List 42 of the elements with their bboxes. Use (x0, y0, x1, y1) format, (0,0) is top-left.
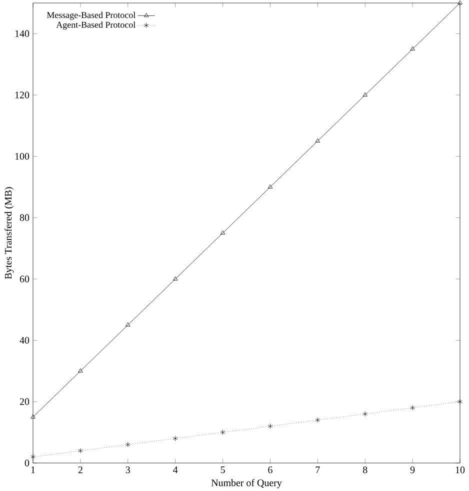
point (78, 448, 83, 454)
y-tick-label: 140 (15, 30, 30, 38)
x-tick-label: 3 (126, 466, 130, 474)
point (410, 46, 415, 50)
point (220, 430, 226, 436)
point (362, 411, 368, 417)
y-axis-title: Bytes Transfered (MB) (4, 187, 14, 280)
point (362, 92, 368, 96)
x-tick-label: 4 (173, 466, 178, 474)
y-tick-label: 120 (15, 92, 30, 98)
y-tick-label: 40 (20, 336, 30, 344)
y-tick-label: 0 (24, 460, 30, 466)
point (30, 454, 36, 460)
point (458, 0, 462, 4)
x-tick-label: 5 (220, 466, 225, 474)
x-axis-title: Number of Query (211, 479, 282, 488)
y-tick-label: 100 (15, 152, 30, 160)
legend-label: Message-Based Protocol (46, 12, 136, 20)
x-tick-label: 8 (362, 466, 368, 474)
point (172, 276, 178, 280)
y-tick-label: 20 (20, 398, 30, 406)
x-tick-label: 2 (78, 466, 82, 474)
point (30, 414, 36, 418)
point (126, 442, 130, 448)
point (78, 368, 83, 372)
x-tick-label: 6 (268, 466, 272, 474)
x-tick-label: 1 (31, 466, 35, 474)
y-tick-label: 60 (20, 276, 30, 282)
point (315, 138, 320, 142)
x-tick-label: 7 (316, 466, 320, 474)
point (458, 398, 462, 404)
point (220, 230, 226, 234)
y-tick-label: 80 (20, 214, 30, 222)
legend-label: Agent-Based Protocol (56, 21, 136, 30)
x-tick-label: 10 (456, 466, 465, 474)
x-tick-label: 9 (410, 466, 415, 474)
point (268, 184, 273, 188)
point (410, 405, 415, 410)
point (172, 436, 178, 442)
point (126, 322, 130, 326)
point (315, 417, 320, 423)
point (268, 424, 273, 429)
